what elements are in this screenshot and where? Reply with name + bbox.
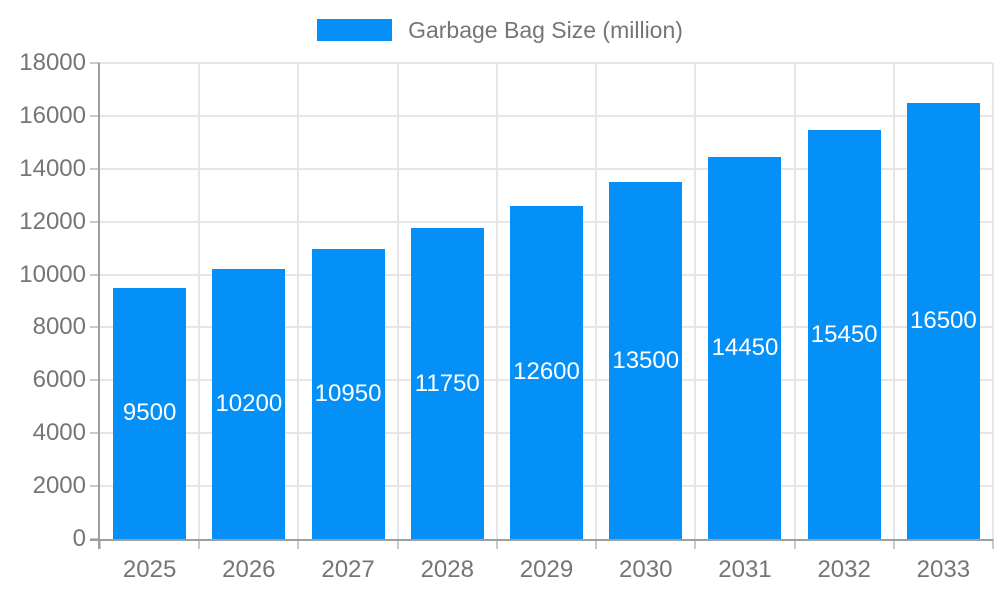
y-axis-tick <box>90 485 100 488</box>
bar-2027 <box>312 249 385 539</box>
bar-value-label: 10200 <box>215 390 283 418</box>
x-axis-tick-label: 2026 <box>222 556 276 583</box>
x-axis-tick-label: 2033 <box>916 556 971 583</box>
bar-value-label: 12600 <box>513 358 580 386</box>
bar-2025 <box>113 287 186 539</box>
y-axis-tick-label: 14000 <box>19 154 86 182</box>
x-axis-tick-label: 2025 <box>122 556 177 583</box>
y-axis-tick-label: 4000 <box>32 419 86 447</box>
bar-value-label: 15450 <box>810 320 878 348</box>
x-axis-tick <box>297 539 300 549</box>
x-axis-tick <box>396 539 399 549</box>
y-axis-tick-label: 18000 <box>19 49 86 76</box>
bar-value-label: 13500 <box>612 346 680 374</box>
x-axis-tick <box>892 539 895 549</box>
x-axis-tick <box>694 539 697 549</box>
x-axis-tick-label: 2032 <box>817 556 871 583</box>
x-axis-tick <box>495 539 498 549</box>
y-axis-tick-label: 12000 <box>19 207 86 235</box>
y-axis-tick <box>90 326 100 329</box>
x-axis-tick-label: 2029 <box>519 556 574 583</box>
x-axis-tick-label: 2030 <box>619 556 673 583</box>
x-axis-tick-label: 2028 <box>420 556 474 583</box>
bar-2028 <box>411 228 484 539</box>
gridline-vertical <box>198 63 201 539</box>
legend-label: Garbage Bag Size (million) <box>408 17 683 43</box>
x-axis-tick <box>992 539 994 549</box>
x-axis-tick <box>595 539 598 549</box>
chart-legend: Garbage Bag Size (million) <box>0 16 1000 44</box>
y-axis-line <box>98 63 100 549</box>
x-axis-tick <box>99 539 101 549</box>
bar-2031 <box>708 156 781 539</box>
gridline-vertical <box>892 63 895 539</box>
gridline-horizontal <box>100 62 993 64</box>
y-axis-tick-label: 8000 <box>32 313 86 341</box>
gridline-vertical <box>297 63 300 539</box>
y-axis-tick-label: 0 <box>72 525 86 552</box>
y-axis-tick <box>90 114 100 117</box>
bar-2029 <box>510 205 583 539</box>
bar-2026 <box>212 269 285 539</box>
bar-value-label: 16500 <box>910 306 977 334</box>
legend-item-garbage-bag-size[interactable]: Garbage Bag Size (million) <box>317 16 683 44</box>
y-axis-tick-label: 2000 <box>32 472 86 500</box>
gridline-horizontal <box>100 167 993 170</box>
gridline-vertical <box>595 63 598 539</box>
x-axis-tick-label: 2027 <box>321 556 375 583</box>
bar-2030 <box>609 182 682 539</box>
y-axis-tick <box>90 432 100 435</box>
y-axis-tick <box>90 62 100 64</box>
gridline-vertical <box>992 63 994 539</box>
x-axis-tick-label: 2031 <box>718 556 772 583</box>
x-axis-line <box>90 539 993 541</box>
gridline-vertical <box>495 63 498 539</box>
y-axis-tick <box>90 220 100 223</box>
gridline-vertical <box>793 63 796 539</box>
bar-value-label: 14450 <box>711 333 779 361</box>
bar-2032 <box>808 130 881 539</box>
x-axis-tick <box>198 539 201 549</box>
gridline-vertical <box>396 63 399 539</box>
y-axis-tick <box>90 379 100 382</box>
x-axis-tick <box>793 539 796 549</box>
bar-value-label: 10950 <box>314 380 382 408</box>
y-axis-tick-label: 6000 <box>32 366 86 394</box>
bar-value-label: 9500 <box>122 399 177 427</box>
y-axis-tick <box>90 167 100 170</box>
gridline-vertical <box>694 63 697 539</box>
bar-2033 <box>907 102 980 539</box>
y-axis-tick-label: 10000 <box>19 260 86 288</box>
bar-value-label: 11750 <box>414 369 480 397</box>
y-axis-tick <box>90 273 100 276</box>
legend-swatch <box>317 19 393 41</box>
y-axis-tick-label: 16000 <box>19 101 86 129</box>
gridline-horizontal <box>100 114 993 117</box>
